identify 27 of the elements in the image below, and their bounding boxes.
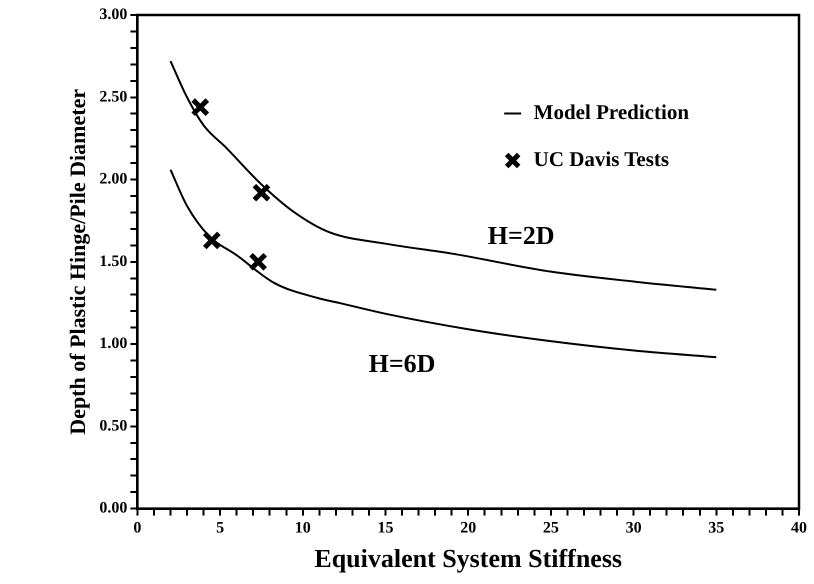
line-series xyxy=(169,60,718,291)
point xyxy=(202,230,222,250)
x-tick-label: 30 xyxy=(626,519,642,536)
x-tick-label: 5 xyxy=(216,519,224,536)
x-tick-label: 40 xyxy=(791,519,807,536)
annotation: H=2D xyxy=(488,220,555,250)
y-tick-label: 2.00 xyxy=(99,170,128,188)
y-tick-label: 2.50 xyxy=(99,88,128,106)
x-tick-label: 10 xyxy=(294,519,311,536)
y-axis-title: Depth of Plastic Hinge/Pile Diameter xyxy=(64,88,90,435)
x-axis-title: Equivalent System Stiffness xyxy=(314,544,622,574)
annotation: H=6D xyxy=(368,349,436,378)
x-tick-label: 25 xyxy=(542,519,559,536)
x-tick-label: 15 xyxy=(378,519,394,536)
point xyxy=(252,183,272,202)
y-tick-label: 1.00 xyxy=(99,335,128,352)
point xyxy=(190,98,210,117)
legend-label: Model Prediction xyxy=(534,100,690,124)
x-tick-label: 20 xyxy=(460,519,476,536)
legend-label: UC Davis Tests xyxy=(534,146,670,171)
x-tick-label: 35 xyxy=(708,519,724,536)
y-tick-label: 0.50 xyxy=(99,417,128,434)
y-tick-label: 0.00 xyxy=(99,500,128,517)
x-tick-label: 0 xyxy=(133,519,142,536)
y-tick-label: 1.50 xyxy=(99,252,128,270)
y-tick-label: 3.00 xyxy=(99,6,128,24)
point xyxy=(248,252,268,272)
